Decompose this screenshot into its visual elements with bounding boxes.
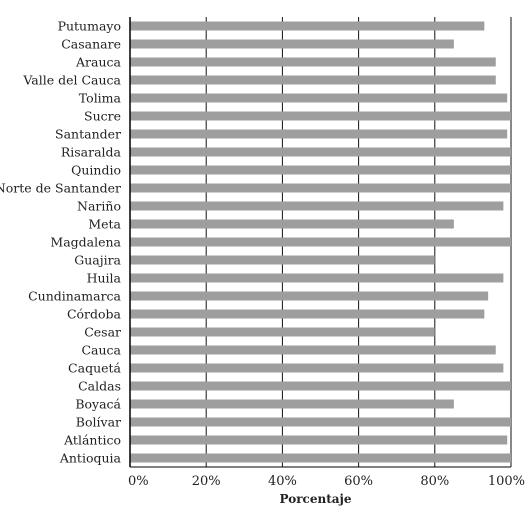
category-label: Bolívar [76,415,121,430]
category-label: Cesar [84,325,121,340]
bar [130,255,435,265]
category-label: Córdoba [67,307,122,322]
bar [130,435,508,445]
category-label: Meta [88,217,121,232]
category-label: Cundinamarca [28,289,121,304]
bar [130,381,511,391]
category-label: Caquetá [68,361,121,376]
bar [130,363,504,373]
bar [130,417,511,427]
category-label: Quindio [71,163,121,178]
bar [130,165,511,175]
category-label: Norte de Santander [0,181,121,196]
category-label: Risaralda [61,145,122,160]
category-label: Atlántico [63,433,121,448]
bar [130,399,454,409]
category-label: Arauca [75,55,122,70]
bar [130,57,496,67]
bar [130,273,504,283]
category-label: Magdalena [50,235,121,250]
bars [130,21,511,463]
bar [130,183,511,193]
category-label: Valle del Cauca [22,73,121,88]
x-tick-label: 60% [344,474,373,489]
bar [130,237,511,247]
category-label: Antioquia [59,451,122,466]
x-tick-label: 80% [420,474,449,489]
category-label: Boyacá [75,397,121,412]
bar [130,75,496,85]
x-tick-label: 0% [128,474,149,489]
bar [130,111,511,121]
category-label: Putumayo [58,19,121,34]
bar [130,345,496,355]
bar [130,309,485,319]
bar [130,453,511,463]
bar [130,291,489,301]
category-label: Santander [55,127,121,142]
x-tick-label: 40% [268,474,297,489]
x-tick-label: 20% [192,474,221,489]
category-label: Nariño [77,199,121,214]
category-label: Guajira [74,253,121,268]
bar [130,219,454,229]
bar [130,201,504,211]
x-tick-label: 100% [488,474,525,489]
bar [130,39,454,49]
x-axis-title: Porcentaje [280,492,352,506]
x-tick-labels: 0% 20% 40% 60% 80% 100% [128,474,525,489]
bar [130,327,435,337]
category-label: Casanare [61,37,121,52]
category-label: Tolima [79,91,122,106]
category-label: Caldas [78,379,121,394]
category-label: Cauca [81,343,121,358]
category-label: Sucre [84,109,121,124]
bar [130,21,485,31]
category-label: Huila [87,271,122,286]
bar [130,129,508,139]
bar [130,147,511,157]
category-labels: Putumayo Casanare Arauca Valle del Cauca Tol… [0,19,122,466]
bar [130,93,508,103]
